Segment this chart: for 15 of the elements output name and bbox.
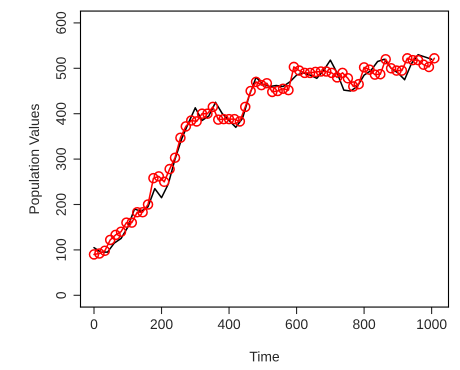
y-tick-label: 400 [56, 102, 66, 125]
x-axis-title: Time [250, 351, 280, 362]
y-tick-label: 200 [56, 193, 66, 216]
y-tick-label: 0 [56, 292, 66, 299]
x-tick-label: 400 [218, 319, 240, 330]
x-tick-label: 800 [353, 319, 376, 330]
x-tick-label: 600 [286, 319, 308, 330]
x-tick-label: 1000 [417, 319, 447, 330]
y-tick-label: 500 [56, 57, 66, 80]
x-tick-label: 200 [150, 319, 173, 330]
y-tick-label: 300 [56, 148, 66, 170]
y-tick-label: 100 [56, 238, 66, 260]
y-tick-label: 600 [56, 12, 66, 34]
y-axis-title: Population Values [28, 104, 42, 214]
x-tick-label: 0 [90, 319, 98, 330]
